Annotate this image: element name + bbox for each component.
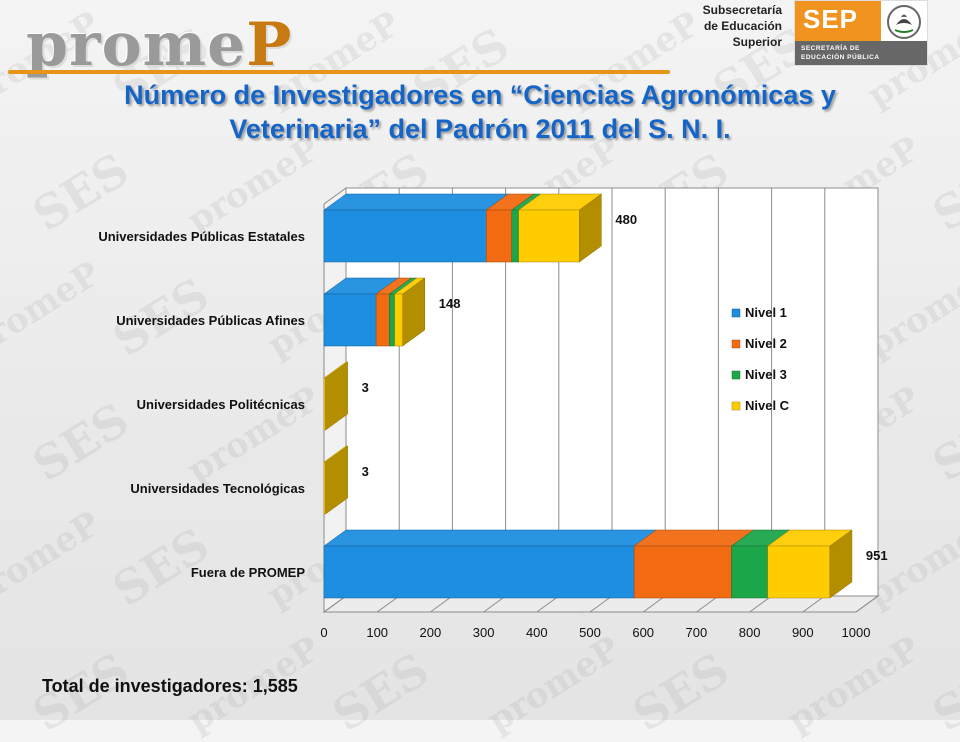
stacked-bar-chart: 0 100 200 300 400 500 600 700 800 900 1000 Universi… — [98, 187, 888, 640]
bar-segment — [486, 209, 513, 263]
total-researchers: Total de investigadores: 1,585 — [42, 676, 298, 696]
gridline-floor — [642, 595, 666, 613]
bar-segment — [767, 545, 831, 599]
sep-logo-block — [795, 1, 881, 41]
x-tick-label: 1000 — [842, 625, 871, 640]
legend-swatch — [731, 339, 741, 349]
data-label: 148 — [439, 296, 461, 311]
bar-segment — [394, 293, 403, 347]
gridline-floor — [802, 595, 826, 613]
category-label: Universidades Politécnicas — [137, 397, 305, 412]
bar-segment-top — [323, 529, 657, 547]
gridline-floor — [323, 595, 347, 613]
sep-subtitle: SECRETARÍA DE EDUCACIÓN PÚBLICA — [795, 41, 927, 65]
bar-segment — [389, 293, 396, 347]
legend-label: Nivel C — [745, 398, 790, 413]
category-label: Universidades Tecnológicas — [130, 481, 305, 496]
bar-side — [579, 193, 602, 263]
x-tick-label: 800 — [739, 625, 761, 640]
gridline-floor — [589, 595, 613, 613]
mexico-eagle-icon — [887, 5, 921, 39]
bar-segment — [323, 209, 487, 263]
bar-segment — [731, 545, 768, 599]
promep-logo: promeP — [26, 10, 293, 80]
x-tick-label: 500 — [579, 625, 601, 640]
data-label: 3 — [362, 380, 369, 395]
bar-segment — [511, 209, 519, 263]
x-tick-label: 700 — [686, 625, 708, 640]
category-label: Fuera de PROMEP — [191, 565, 305, 580]
bar-segment — [375, 293, 390, 347]
legend-swatch — [731, 401, 741, 411]
data-label: 3 — [362, 464, 369, 479]
header-divider — [8, 70, 670, 74]
legend-swatch — [731, 308, 741, 318]
x-tick-label: 400 — [526, 625, 548, 640]
gridline-floor — [749, 595, 772, 613]
data-label: 480 — [615, 212, 637, 227]
bar-side — [325, 361, 348, 431]
gridline-floor — [855, 595, 879, 613]
bar-segment — [518, 209, 580, 263]
data-label: 951 — [866, 548, 888, 563]
legend-label: Nivel 1 — [745, 305, 787, 320]
title-line-1: Número de Investigadores en “Ciencias Ag… — [124, 80, 836, 110]
legend-label: Nivel 2 — [745, 336, 787, 351]
subsecretaria-label: Subsecretaría de Educación Superior — [702, 3, 782, 49]
page-title: Número de Investigadores en “Ciencias Ag… — [20, 78, 940, 146]
bar-side — [829, 529, 853, 599]
bar-side — [402, 277, 425, 347]
bar-segment — [633, 545, 732, 599]
bar-side — [325, 445, 348, 515]
bar-segment-top — [323, 193, 510, 211]
bar-segment — [323, 545, 635, 599]
x-tick-label: 900 — [792, 625, 814, 640]
gridline-floor — [483, 595, 506, 613]
x-tick-label: 300 — [473, 625, 495, 640]
gridline-floor — [376, 595, 400, 613]
sep-logo: SEP SECRETARÍA DE EDUCACIÓN PÚBLICA — [794, 0, 928, 66]
x-tick-label: 0 — [320, 625, 327, 640]
title-line-2: Veterinaria” del Padrón 2011 del S. N. I… — [229, 114, 731, 144]
gridline-floor — [430, 595, 453, 613]
bar-segment — [323, 293, 377, 347]
legend-label: Nivel 3 — [745, 367, 787, 382]
sep-logo-text: SEP — [803, 4, 859, 34]
legend-swatch — [731, 370, 741, 380]
category-label: Universidades Públicas Estatales — [98, 229, 305, 244]
x-tick-label: 100 — [366, 625, 388, 640]
category-label: Universidades Públicas Afines — [116, 313, 305, 328]
x-tick-label: 200 — [420, 625, 442, 640]
gridline-floor — [536, 595, 560, 613]
x-tick-label: 600 — [632, 625, 654, 640]
gridline-floor — [696, 595, 719, 613]
